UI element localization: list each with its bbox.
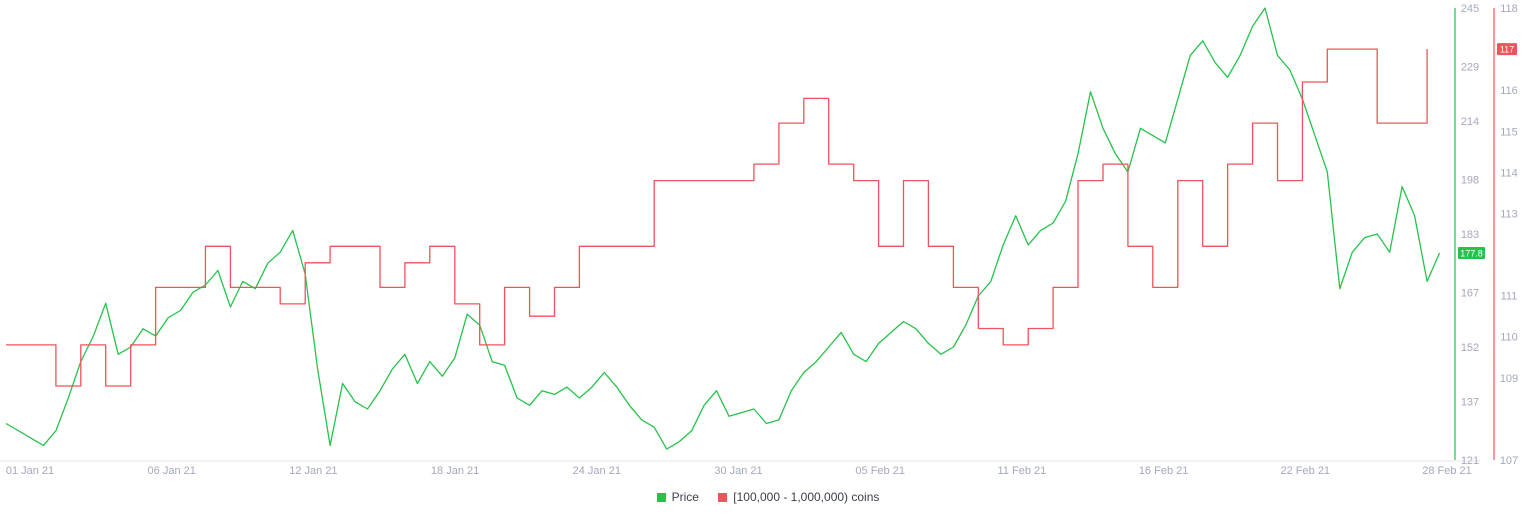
x-tick-label: 01 Jan 21 bbox=[6, 465, 54, 477]
coins-tick-label: 111 bbox=[1501, 291, 1518, 303]
price-tick-label: 229 bbox=[1461, 61, 1479, 73]
chart: 01 Jan 21 06 Jan 21 12 Jan 21 18 Jan 21 24 J… bbox=[0, 3, 1518, 477]
legend-item-coins[interactable]: [100,000 - 1,000,000) coins bbox=[718, 490, 879, 504]
price-current-value: 177.8 bbox=[1460, 248, 1483, 258]
price-tick-label: 152 bbox=[1461, 342, 1479, 354]
x-tick-label: 16 Feb 21 bbox=[1139, 465, 1189, 477]
coins-tick-label: 116 bbox=[1500, 85, 1518, 97]
price-current-badge bbox=[1458, 246, 1485, 259]
x-tick-label: 12 Jan 21 bbox=[289, 465, 337, 477]
x-tick-label: 24 Jan 21 bbox=[573, 465, 621, 477]
legend-swatch-price bbox=[656, 492, 666, 502]
price-tick-label: 214 bbox=[1461, 116, 1479, 128]
legend-label-coins: [100,000 - 1,000,000) coins bbox=[733, 490, 880, 504]
x-tick-label: 06 Jan 21 bbox=[148, 465, 196, 477]
coins-current-value: 117 bbox=[1500, 45, 1514, 55]
price-tick-label: 121 bbox=[1461, 455, 1479, 467]
coins-tick-label: 114 bbox=[1500, 167, 1518, 179]
price-tick-label: 137 bbox=[1461, 397, 1479, 409]
coins-tick-label: 110 bbox=[1500, 332, 1518, 344]
x-tick-label: 22 Feb 21 bbox=[1281, 465, 1331, 477]
x-tick-label: 18 Jan 21 bbox=[431, 465, 479, 477]
coins-current-badge bbox=[1497, 43, 1517, 56]
legend: Price [100,000 - 1,000,000) coins bbox=[0, 490, 1536, 505]
price-tick-label: 245 bbox=[1461, 3, 1479, 15]
x-tick-label: 30 Jan 21 bbox=[714, 465, 762, 477]
legend-item-price[interactable]: Price bbox=[656, 490, 699, 504]
coins-tick-label: 113 bbox=[1500, 208, 1518, 220]
coins-tick-label: 118 bbox=[1500, 3, 1518, 15]
x-tick-label: 11 Feb 21 bbox=[998, 465, 1047, 477]
price-tick-label: 183 bbox=[1461, 229, 1479, 241]
x-tick-label: 28 Feb 21 bbox=[1422, 465, 1472, 477]
price-tick-label: 198 bbox=[1461, 174, 1479, 186]
coins-tick-label: 107 bbox=[1500, 455, 1518, 467]
coins-tick-label: 109 bbox=[1500, 373, 1518, 385]
legend-swatch-coins bbox=[718, 492, 728, 502]
legend-label-price: Price bbox=[671, 490, 699, 504]
x-tick-label: 05 Feb 21 bbox=[855, 465, 905, 477]
coins-series-line bbox=[6, 48, 1428, 387]
price-series-line bbox=[5, 7, 1441, 450]
coins-tick-label: 115 bbox=[1500, 126, 1518, 138]
price-tick-label: 167 bbox=[1461, 287, 1479, 299]
